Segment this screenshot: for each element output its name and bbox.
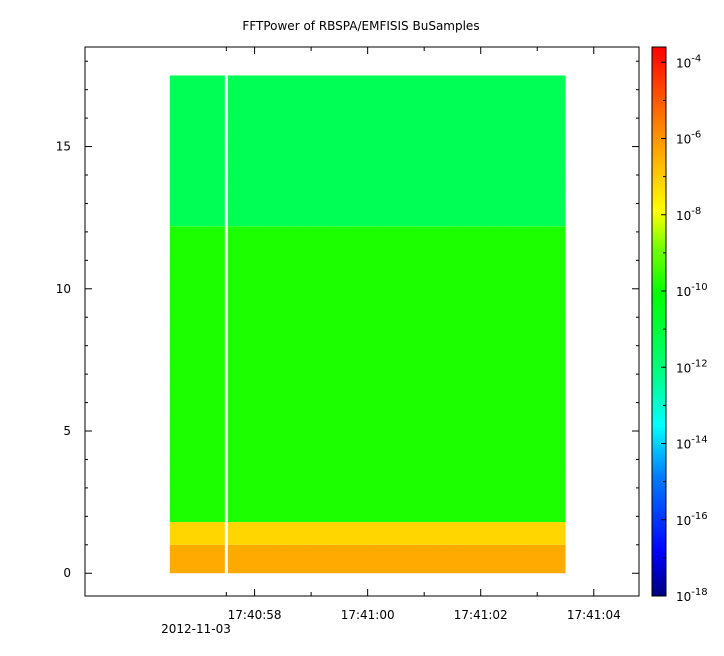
spectrogram-band [169, 75, 566, 227]
data-gap-stripe [224, 75, 228, 574]
colorbar-gradient [651, 46, 667, 597]
y-tick-label: 5 [63, 424, 71, 438]
colorbar-tick-label: 10-6 [676, 130, 701, 147]
x-date-label: 2012-11-03 [161, 622, 231, 636]
spectrogram [169, 75, 566, 574]
spectrogram-band [169, 522, 566, 545]
colorbar: 10-4 10-6 10-8 10-10 10-12 10-14 10-16 10-18 [651, 46, 708, 604]
chart-title: FFTPower of RBSPA/EMFISIS BuSamples [242, 19, 479, 33]
x-tick-label: 17:41:04 [567, 608, 621, 622]
y-axis: 0 5 10 15 [56, 60, 639, 580]
spectrogram-band [169, 544, 566, 574]
colorbar-tick-label: 10-14 [676, 435, 708, 452]
x-tick-label: 17:41:00 [341, 608, 395, 622]
colorbar-ticks: 10-4 10-6 10-8 10-10 10-12 10-14 10-16 10-18 [661, 53, 708, 604]
y-tick-label: 0 [63, 566, 71, 580]
colorbar-tick-label: 10-16 [676, 511, 708, 528]
colorbar-tick-label: 10-8 [676, 206, 701, 223]
colorbar-tick-label: 10-4 [676, 53, 701, 70]
x-axis: 17:40:58 17:41:00 17:41:02 17:41:04 [225, 47, 621, 622]
y-tick-label: 15 [56, 140, 71, 154]
colorbar-tick-label: 10-18 [676, 587, 708, 604]
y-tick-label: 10 [56, 282, 71, 296]
spectrogram-band [169, 226, 566, 523]
colorbar-tick-label: 10-12 [676, 358, 708, 375]
x-tick-label: 17:41:02 [454, 608, 508, 622]
colorbar-tick-label: 10-10 [676, 282, 708, 299]
x-tick-label: 17:40:58 [228, 608, 282, 622]
